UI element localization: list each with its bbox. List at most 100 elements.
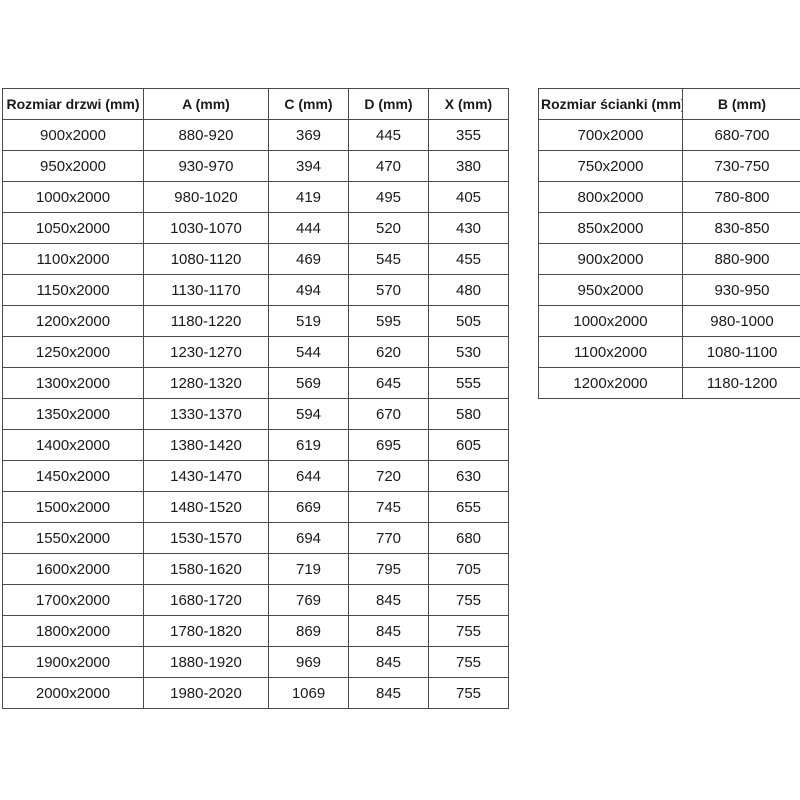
table-cell: 1680-1720 <box>143 584 269 616</box>
table-cell: 505 <box>428 305 509 337</box>
table-row: 900x2000 880-920 369 445 355 <box>2 119 509 151</box>
table-row: 950x2000 930-950 <box>538 274 800 306</box>
table-row: 700x2000 680-700 <box>538 119 800 151</box>
table-cell: 530 <box>428 336 509 368</box>
table-row: 1550x2000 1530-1570 694 770 680 <box>2 522 509 554</box>
table-row: 1300x2000 1280-1320 569 645 555 <box>2 367 509 399</box>
table-row: 950x2000 930-970 394 470 380 <box>2 150 509 182</box>
table-row: 900x2000 880-900 <box>538 243 800 275</box>
table-cell: 1000x2000 <box>538 305 683 337</box>
table-cell: 1130-1170 <box>143 274 269 306</box>
table-cell: 520 <box>348 212 429 244</box>
table-cell: 845 <box>348 584 429 616</box>
column-header: C (mm) <box>268 88 349 120</box>
table-cell: 1050x2000 <box>2 212 144 244</box>
table-cell: 1250x2000 <box>2 336 144 368</box>
table-cell: 669 <box>268 491 349 523</box>
table-cell: 1600x2000 <box>2 553 144 585</box>
table-cell: 455 <box>428 243 509 275</box>
table-cell: 1080-1100 <box>682 336 800 368</box>
table-cell: 1450x2000 <box>2 460 144 492</box>
table-cell: 469 <box>268 243 349 275</box>
table-cell: 980-1000 <box>682 305 800 337</box>
table-row: 1700x2000 1680-1720 769 845 755 <box>2 584 509 616</box>
table-cell: 544 <box>268 336 349 368</box>
table-row: 2000x2000 1980-2020 1069 845 755 <box>2 677 509 709</box>
table-cell: 1030-1070 <box>143 212 269 244</box>
wall-dimensions-table: Rozmiar ścianki (mm) B (mm) 700x2000 680-70… <box>538 88 800 399</box>
table-cell: 850x2000 <box>538 212 683 244</box>
table-cell: 1530-1570 <box>143 522 269 554</box>
table-cell: 1080-1120 <box>143 243 269 275</box>
table-cell: 880-920 <box>143 119 269 151</box>
table-cell: 680-700 <box>682 119 800 151</box>
table-cell: 1000x2000 <box>2 181 144 213</box>
header-row: Rozmiar ścianki (mm) B (mm) <box>538 88 800 120</box>
table-cell: 1180-1200 <box>682 367 800 399</box>
table-row: 1500x2000 1480-1520 669 745 655 <box>2 491 509 523</box>
table-cell: 950x2000 <box>538 274 683 306</box>
table-cell: 494 <box>268 274 349 306</box>
table-cell: 605 <box>428 429 509 461</box>
table-cell: 755 <box>428 615 509 647</box>
table-cell: 595 <box>348 305 429 337</box>
table-cell: 1880-1920 <box>143 646 269 678</box>
table-row: 1000x2000 980-1020 419 495 405 <box>2 181 509 213</box>
door-dimensions-table: Rozmiar drzwi (mm) A (mm) C (mm) D (mm) X (m… <box>2 88 509 709</box>
table-cell: 869 <box>268 615 349 647</box>
table-cell: 730-750 <box>682 150 800 182</box>
table-cell: 444 <box>268 212 349 244</box>
table-cell: 800x2000 <box>538 181 683 213</box>
table-cell: 555 <box>428 367 509 399</box>
table-cell: 1200x2000 <box>538 367 683 399</box>
table-cell: 1800x2000 <box>2 615 144 647</box>
table-cell: 930-950 <box>682 274 800 306</box>
table-cell: 695 <box>348 429 429 461</box>
table-cell: 1100x2000 <box>538 336 683 368</box>
column-header: D (mm) <box>348 88 429 120</box>
table-row: 1100x2000 1080-1120 469 545 455 <box>2 243 509 275</box>
table-row: 1000x2000 980-1000 <box>538 305 800 337</box>
table-cell: 545 <box>348 243 429 275</box>
table-cell: 880-900 <box>682 243 800 275</box>
table-cell: 2000x2000 <box>2 677 144 709</box>
table-cell: 930-970 <box>143 150 269 182</box>
table-cell: 655 <box>428 491 509 523</box>
table-cell: 1380-1420 <box>143 429 269 461</box>
table-cell: 795 <box>348 553 429 585</box>
table-cell: 369 <box>268 119 349 151</box>
table-row: 1100x2000 1080-1100 <box>538 336 800 368</box>
table-cell: 570 <box>348 274 429 306</box>
table-cell: 694 <box>268 522 349 554</box>
table-cell: 519 <box>268 305 349 337</box>
column-header: Rozmiar ścianki (mm) <box>538 88 683 120</box>
table-cell: 745 <box>348 491 429 523</box>
table-cell: 470 <box>348 150 429 182</box>
table-row: 1350x2000 1330-1370 594 670 580 <box>2 398 509 430</box>
table-cell: 1180-1220 <box>143 305 269 337</box>
table-cell: 594 <box>268 398 349 430</box>
table-cell: 1150x2000 <box>2 274 144 306</box>
table-row: 1200x2000 1180-1220 519 595 505 <box>2 305 509 337</box>
table-cell: 780-800 <box>682 181 800 213</box>
table-cell: 755 <box>428 584 509 616</box>
table-cell: 620 <box>348 336 429 368</box>
table-cell: 900x2000 <box>538 243 683 275</box>
table-cell: 845 <box>348 615 429 647</box>
table-cell: 680 <box>428 522 509 554</box>
table-cell: 845 <box>348 646 429 678</box>
table-cell: 1980-2020 <box>143 677 269 709</box>
table-cell: 969 <box>268 646 349 678</box>
table-cell: 405 <box>428 181 509 213</box>
table-cell: 1480-1520 <box>143 491 269 523</box>
table-row: 850x2000 830-850 <box>538 212 800 244</box>
table-cell: 1069 <box>268 677 349 709</box>
table-cell: 480 <box>428 274 509 306</box>
table-cell: 830-850 <box>682 212 800 244</box>
table-cell: 950x2000 <box>2 150 144 182</box>
table-row: 1250x2000 1230-1270 544 620 530 <box>2 336 509 368</box>
table-cell: 630 <box>428 460 509 492</box>
table-cell: 1230-1270 <box>143 336 269 368</box>
table-cell: 769 <box>268 584 349 616</box>
table-cell: 394 <box>268 150 349 182</box>
